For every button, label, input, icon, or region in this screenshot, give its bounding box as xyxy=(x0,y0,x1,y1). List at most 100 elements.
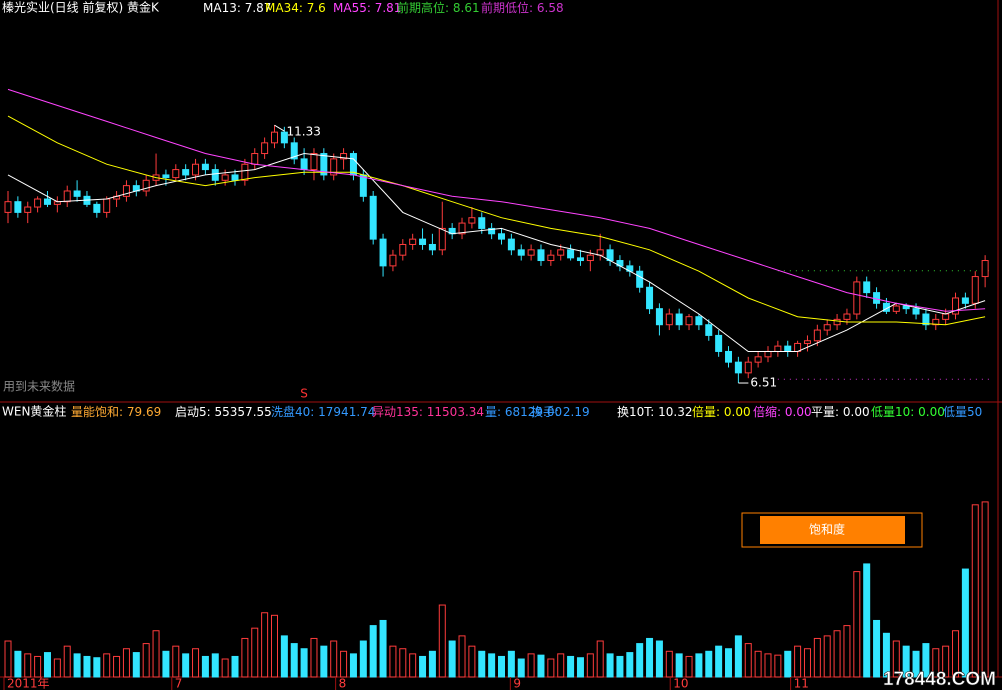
volume-bar xyxy=(764,653,772,678)
volume-bar xyxy=(665,650,673,678)
indicator: 异动135: 11503.34 xyxy=(372,405,484,419)
peak-label: 11.33 xyxy=(286,125,320,139)
volume-bar xyxy=(14,650,22,678)
indicator-label: 换手: xyxy=(531,405,559,419)
volume-bar xyxy=(73,653,81,678)
candle-body xyxy=(349,153,357,176)
volume-bar xyxy=(873,619,881,678)
volume-bar xyxy=(211,653,219,678)
volume-bar xyxy=(409,653,417,678)
candle-body xyxy=(942,313,950,320)
candle-body xyxy=(330,158,338,176)
candle-body xyxy=(498,233,505,240)
legend-item: MA55: 7.81 xyxy=(333,1,401,15)
indicator: 平量: 0.00 xyxy=(811,405,870,419)
candle-body xyxy=(507,238,515,251)
volume-bar xyxy=(942,645,950,678)
volume-bar xyxy=(478,650,486,678)
volume-bar xyxy=(320,645,328,678)
candle-body xyxy=(655,308,663,326)
indicator-label: 异动135: xyxy=(372,405,423,419)
x-tick-label: 2011年 xyxy=(7,677,50,690)
indicator-value: 2.19 xyxy=(563,405,590,419)
volume-bar xyxy=(428,650,436,678)
candle-body xyxy=(211,169,219,181)
candle-body xyxy=(251,153,259,165)
indicator-label: 倍缩: xyxy=(753,404,781,419)
volume-bar xyxy=(458,635,466,678)
candle-body xyxy=(172,169,180,179)
candle-body xyxy=(14,201,22,213)
indicator-label: 洗盘40: xyxy=(271,404,314,419)
candle-body xyxy=(537,249,545,262)
chart-title: 榛光实业(日线 前复权) 黄金K xyxy=(2,0,160,15)
legend-value: 6.58 xyxy=(537,1,564,15)
candle-body xyxy=(803,340,811,344)
volume-bar xyxy=(152,630,160,678)
candle-body xyxy=(636,270,644,288)
volume-bar xyxy=(369,625,377,678)
indicator-label: 量能饱和: xyxy=(71,404,123,419)
volume-bar xyxy=(83,655,91,678)
candle-body xyxy=(547,254,555,262)
legend-value: 8.61 xyxy=(453,1,480,15)
ma-line xyxy=(7,115,986,326)
volume-bar xyxy=(448,640,456,678)
candle-body xyxy=(162,174,170,179)
indicator-value: 68129.00 xyxy=(505,405,562,419)
volume-bar xyxy=(142,643,150,678)
x-tick-label: 7 xyxy=(175,677,183,690)
candle-body xyxy=(754,356,762,363)
indicator-value: 11503.34 xyxy=(427,405,484,419)
volume-bar xyxy=(43,652,51,678)
volume-bar xyxy=(961,568,969,678)
candle-body xyxy=(43,198,51,205)
volume-bar xyxy=(971,504,979,678)
candle-body xyxy=(557,249,565,256)
candle-body xyxy=(73,190,81,197)
note: 用到未来数据 xyxy=(3,379,75,394)
volume-bar xyxy=(389,645,397,678)
candle-body xyxy=(517,249,525,256)
gauge-label: 饱和度 xyxy=(809,522,845,537)
candle-body xyxy=(744,361,752,374)
candle-body xyxy=(488,227,496,235)
candle-body xyxy=(902,305,910,310)
volume-bar xyxy=(182,653,190,678)
volume-bar xyxy=(438,604,446,678)
indicator-value: 79.69 xyxy=(127,405,161,419)
indicator-value: 17941.74 xyxy=(318,405,375,419)
peak-pointer xyxy=(274,124,285,132)
candle-body xyxy=(419,238,427,245)
volume-bar xyxy=(93,657,101,678)
volume-bar xyxy=(636,643,644,678)
legend-item: MA34: 7.6 xyxy=(265,1,326,15)
legend-item: 前期高位: 8.61 xyxy=(397,0,480,15)
ma-line xyxy=(7,88,986,312)
indicator: 量能饱和: 79.69 xyxy=(71,404,161,419)
volume-bar xyxy=(744,643,752,678)
volume-bar xyxy=(952,630,960,678)
volume-bar xyxy=(221,658,229,678)
candle-body xyxy=(428,243,436,251)
volume-bar xyxy=(507,650,515,678)
candle-body xyxy=(290,142,298,160)
candle-body xyxy=(468,217,476,224)
volume-bar xyxy=(517,658,525,678)
candle-body xyxy=(912,308,920,315)
indicator: 换10T: 10.32 xyxy=(617,405,693,419)
ma-line xyxy=(7,152,986,352)
candle-body xyxy=(142,179,150,192)
legend-label: 前期低位: xyxy=(481,0,533,15)
volume-bar xyxy=(399,648,407,678)
volume-bar xyxy=(932,648,940,678)
indicator-value: 0.00 xyxy=(843,405,870,419)
candle-body xyxy=(971,276,979,304)
volume-bar xyxy=(241,637,249,678)
indicator-value: 0.00 xyxy=(724,405,751,419)
candle-body xyxy=(409,238,417,245)
candle-body xyxy=(981,260,989,278)
candle-body xyxy=(586,254,594,262)
candle-body xyxy=(192,163,200,176)
